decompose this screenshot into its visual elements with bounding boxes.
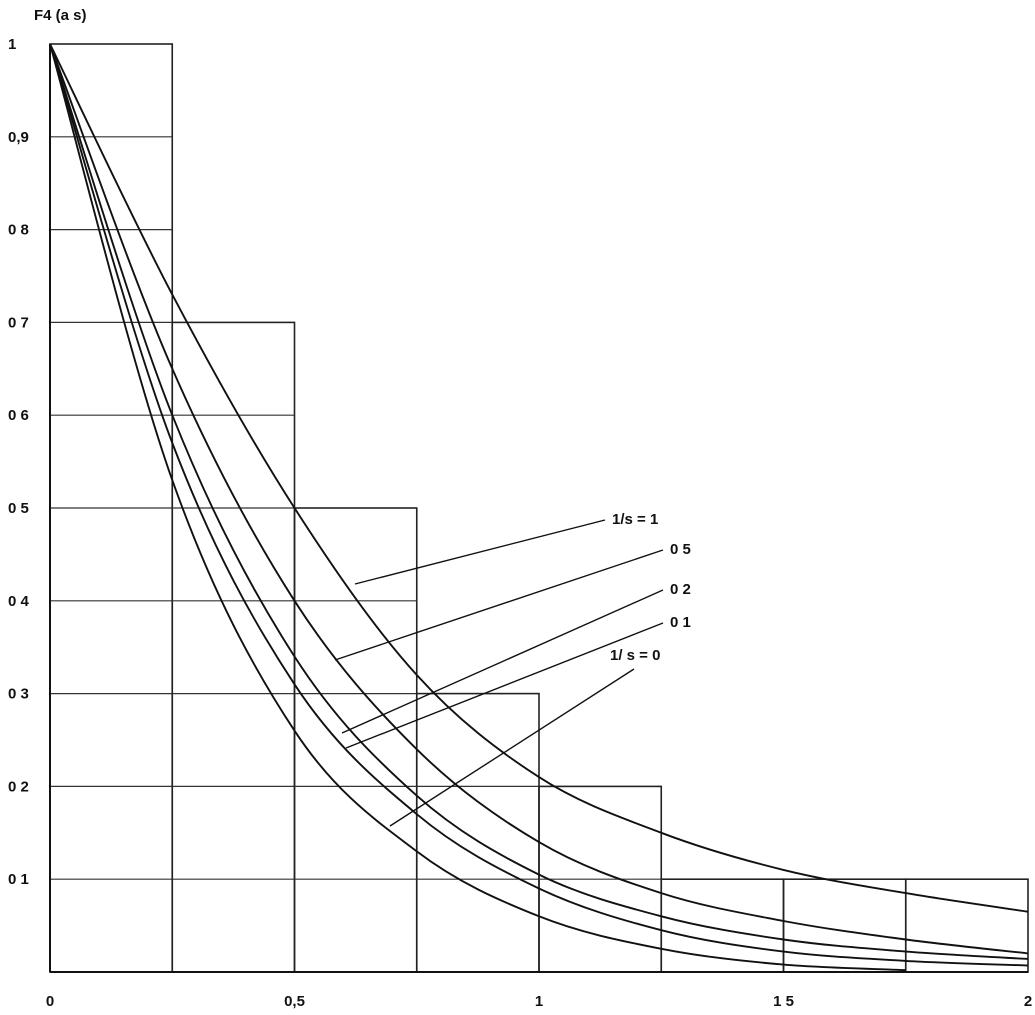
series-line-0	[49, 43, 1029, 913]
leader-line	[334, 549, 664, 661]
histogram-bar	[415, 692, 540, 973]
y-tick-label: 0 3	[8, 686, 29, 703]
label-leader-lines	[334, 519, 664, 827]
x-tick-label: 0	[46, 993, 54, 1010]
tick-labels: 0 0,5 1 1 5 2 0 1 0 2 0 3 0 4 0 5 0 6 0 7 0 8 0,9 1	[8, 36, 1032, 1010]
y-tick-label: 0 4	[8, 593, 30, 610]
y-tick-label: 1	[8, 36, 16, 53]
series-label: 0 5	[670, 541, 691, 558]
histogram-bar	[171, 321, 296, 973]
series-line-1	[49, 43, 1029, 955]
y-tick-label: 0 1	[8, 871, 29, 888]
y-tick-label: 0 7	[8, 314, 29, 331]
leader-line	[354, 519, 606, 585]
series-line-2	[49, 43, 1029, 960]
leader-line	[345, 622, 664, 749]
series-label: 1/s = 1	[612, 511, 658, 528]
y-tick-label: 0 6	[8, 407, 29, 424]
x-tick-label: 1	[535, 993, 543, 1010]
histogram-bars	[49, 43, 1029, 973]
y-tick-label: 0 5	[8, 500, 29, 517]
x-tick-label: 2	[1024, 993, 1032, 1010]
series-label: 1/ s = 0	[610, 647, 660, 664]
y-tick-label: 0 8	[8, 222, 29, 239]
y-axis-title: F4 (a s)	[34, 7, 87, 24]
y-tick-label: 0 2	[8, 778, 29, 795]
x-tick-label: 1 5	[773, 993, 794, 1010]
histogram-bar	[293, 507, 418, 973]
y-tick-label: 0,9	[8, 129, 29, 146]
series-label: 0 1	[670, 614, 691, 631]
curve-series	[49, 43, 1029, 972]
x-tick-label: 0,5	[284, 993, 305, 1010]
series-label: 0 2	[670, 581, 691, 598]
chart-axes	[49, 44, 1028, 973]
series-line-3	[49, 43, 1029, 967]
series-labels: 1/s = 10 50 20 11/ s = 0	[610, 511, 691, 664]
leader-line	[389, 668, 635, 827]
series-line-4	[49, 43, 906, 972]
leader-line	[341, 589, 664, 734]
